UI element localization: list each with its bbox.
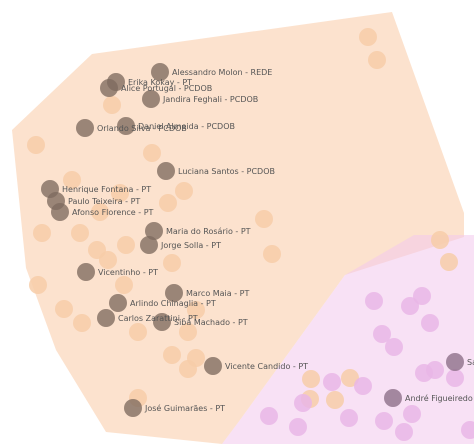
data-point[interactable]	[163, 254, 181, 272]
highlighted-point[interactable]	[384, 389, 402, 407]
data-point[interactable]	[91, 203, 109, 221]
point-label: Marco Maia - PT	[186, 289, 249, 298]
data-point[interactable]	[368, 51, 386, 69]
highlighted-point[interactable]	[109, 294, 127, 312]
highlighted-point[interactable]	[142, 90, 160, 108]
point-label: Maria do Rosário - PT	[166, 227, 251, 236]
data-point[interactable]	[187, 301, 205, 319]
highlighted-point[interactable]	[204, 357, 222, 375]
highlighted-point[interactable]	[153, 313, 171, 331]
point-label: Paulo Teixeira - PT	[68, 197, 140, 206]
data-point[interactable]	[111, 184, 129, 202]
data-point[interactable]	[340, 409, 358, 427]
data-point[interactable]	[323, 373, 341, 391]
data-point[interactable]	[99, 251, 117, 269]
highlighted-point[interactable]	[100, 79, 118, 97]
data-point[interactable]	[71, 224, 89, 242]
highlighted-point[interactable]	[446, 353, 464, 371]
point-label: Orlando Silva - PCDOB	[97, 124, 187, 133]
data-point[interactable]	[395, 423, 413, 441]
data-point[interactable]	[446, 369, 464, 387]
point-label: Sa	[467, 358, 474, 367]
point-label: Arlindo Chinaglia - PT	[130, 299, 216, 308]
point-label: Vicentinho - PT	[98, 268, 158, 277]
data-point[interactable]	[63, 171, 81, 189]
data-point[interactable]	[159, 194, 177, 212]
data-point[interactable]	[373, 325, 391, 343]
data-point[interactable]	[179, 323, 197, 341]
data-point[interactable]	[260, 407, 278, 425]
point-label: Jandira Feghali - PCDOB	[162, 95, 258, 104]
data-point[interactable]	[385, 338, 403, 356]
hull-pink	[222, 235, 474, 444]
data-point[interactable]	[413, 287, 431, 305]
highlighted-point[interactable]	[51, 203, 69, 221]
data-point[interactable]	[359, 28, 377, 46]
data-point[interactable]	[175, 182, 193, 200]
point-label: Alice Portugal - PCDOB	[121, 84, 212, 93]
data-point[interactable]	[255, 210, 273, 228]
data-point[interactable]	[33, 224, 51, 242]
data-point[interactable]	[302, 370, 320, 388]
highlighted-point[interactable]	[165, 284, 183, 302]
data-point[interactable]	[27, 136, 45, 154]
point-label: Daniel Almeida - PCDOB	[138, 122, 235, 131]
data-point[interactable]	[73, 314, 91, 332]
data-point[interactable]	[375, 412, 393, 430]
data-point[interactable]	[289, 418, 307, 436]
data-point[interactable]	[341, 369, 359, 387]
highlighted-point[interactable]	[77, 263, 95, 281]
point-label: Vicente Candido - PT	[225, 362, 308, 371]
data-point[interactable]	[129, 323, 147, 341]
data-point[interactable]	[163, 346, 181, 364]
data-point[interactable]	[115, 276, 133, 294]
data-point[interactable]	[421, 314, 439, 332]
data-point[interactable]	[354, 377, 372, 395]
highlighted-point[interactable]	[124, 399, 142, 417]
point-label: Luciana Santos - PCDOB	[178, 167, 275, 176]
data-point[interactable]	[103, 96, 121, 114]
data-point[interactable]	[401, 297, 419, 315]
point-label: Sibá Machado - PT	[174, 318, 248, 327]
point-label: Erika Kokay - PT	[128, 78, 192, 87]
data-point[interactable]	[179, 360, 197, 378]
data-point[interactable]	[461, 421, 474, 439]
point-label: Alessandro Molon - REDE	[172, 68, 272, 77]
data-point[interactable]	[117, 236, 135, 254]
data-point[interactable]	[263, 245, 281, 263]
data-point[interactable]	[326, 391, 344, 409]
data-point[interactable]	[143, 144, 161, 162]
highlighted-point[interactable]	[145, 222, 163, 240]
point-label: Jorge Solla - PT	[160, 241, 221, 250]
highlighted-point[interactable]	[117, 117, 135, 135]
data-point[interactable]	[403, 405, 421, 423]
data-point[interactable]	[440, 253, 458, 271]
point-label: Afonso Florence - PT	[72, 208, 154, 217]
data-point[interactable]	[365, 292, 383, 310]
data-point[interactable]	[55, 300, 73, 318]
point-label: Henrique Fontana - PT	[62, 185, 151, 194]
highlighted-point[interactable]	[151, 63, 169, 81]
data-point[interactable]	[415, 364, 433, 382]
data-point[interactable]	[294, 394, 312, 412]
point-label: José Guimarães - PT	[144, 403, 225, 413]
highlighted-point[interactable]	[140, 236, 158, 254]
data-point[interactable]	[431, 231, 449, 249]
data-points	[27, 28, 474, 441]
highlighted-point[interactable]	[97, 309, 115, 327]
point-label: André Figueiredo	[405, 393, 473, 403]
data-point[interactable]	[29, 276, 47, 294]
highlighted-point[interactable]	[76, 119, 94, 137]
highlighted-point[interactable]	[157, 162, 175, 180]
point-label: Carlos Zarattini - PT	[118, 314, 198, 323]
